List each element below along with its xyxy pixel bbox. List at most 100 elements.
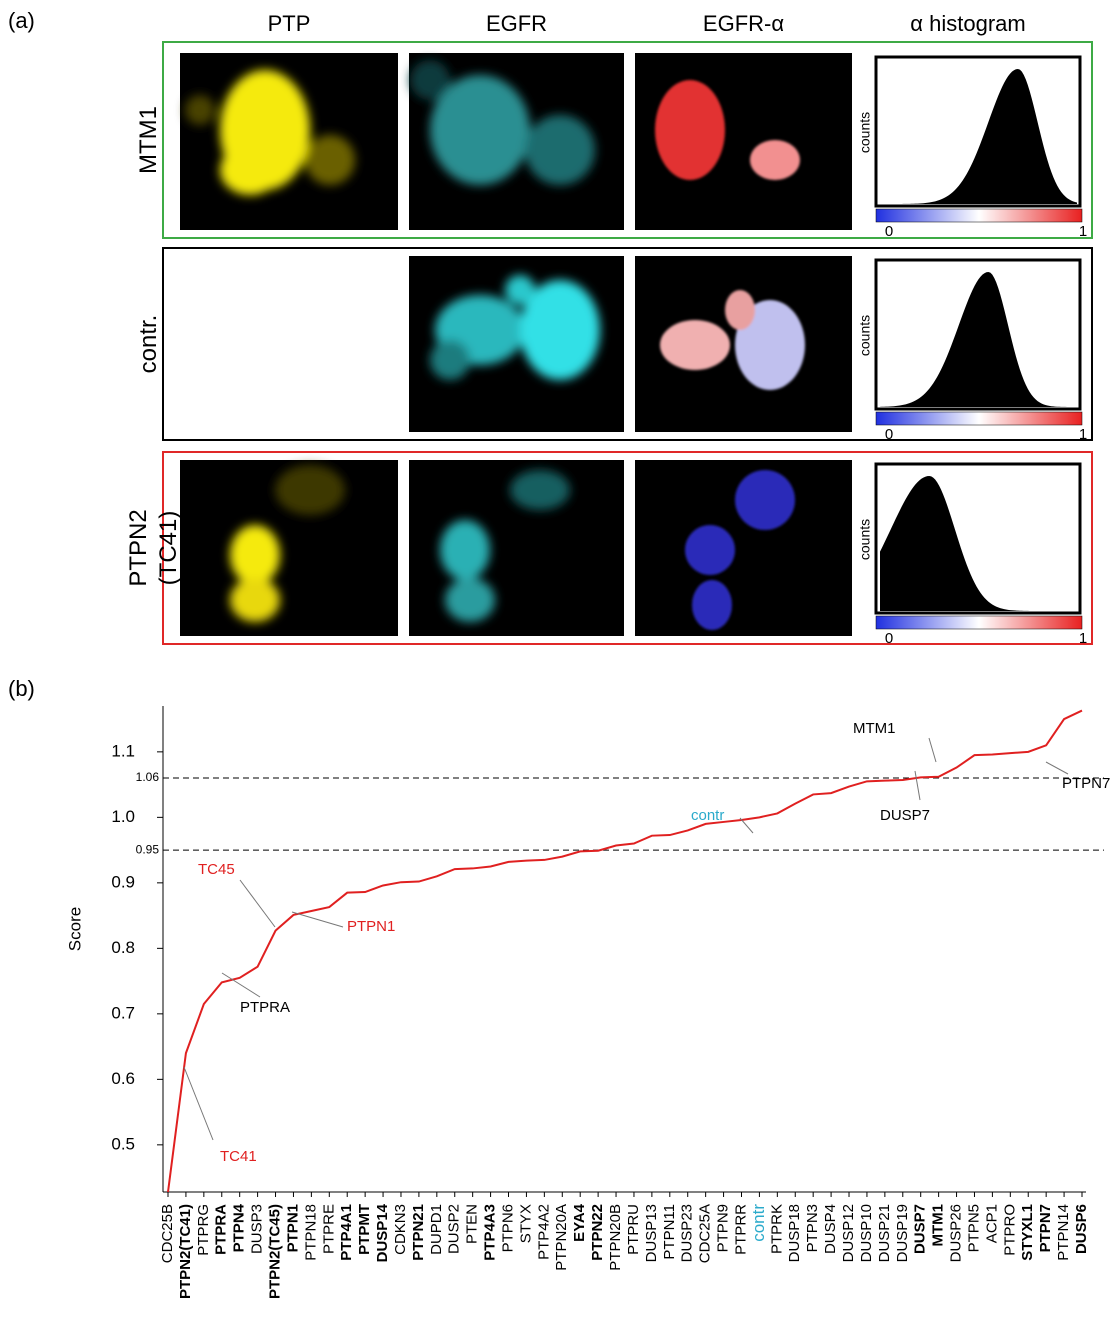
annotation: MTM1 — [853, 720, 896, 737]
x-tick-label: PTP4A3 — [482, 1204, 499, 1261]
cells — [655, 80, 800, 180]
x-tick-label: PTPRR — [732, 1204, 749, 1255]
cell — [520, 280, 600, 380]
cell — [230, 578, 280, 622]
x-tick-label: DUSP26 — [948, 1204, 965, 1262]
row-label-line: MTM1 — [135, 106, 162, 174]
x-tick-label: PTPN6 — [499, 1204, 516, 1252]
cell — [430, 75, 530, 185]
histogram-frame — [874, 55, 1082, 208]
x-tick-label: DUSP19 — [894, 1204, 911, 1262]
colorbar-tick-label: 0 — [885, 630, 893, 647]
colorbar-tick-label: 0 — [885, 426, 893, 443]
cell — [220, 145, 280, 195]
cell — [692, 580, 732, 630]
x-tick-label: STYXL1 — [1019, 1204, 1036, 1261]
x-tick-label: PTPRA — [213, 1204, 230, 1255]
x-tick-label: MTM1 — [930, 1204, 947, 1247]
x-tick-label: PTPN20B — [607, 1204, 624, 1271]
cells — [410, 60, 595, 185]
colorbar-tick-label: 1 — [1079, 630, 1087, 647]
x-tick-label: PTPN7 — [1037, 1204, 1054, 1252]
row-label: MTM1 — [135, 106, 162, 174]
panel-label: (a) — [8, 8, 35, 33]
x-tick-label: DUSP18 — [786, 1204, 803, 1262]
y-axis-label: Score — [65, 907, 84, 951]
annotation-leader — [239, 879, 276, 928]
histogram-frame — [874, 258, 1082, 411]
x-tick-label: CDC25B — [159, 1204, 176, 1263]
x-tick-label: CDKN3 — [392, 1204, 409, 1255]
x-tick-label: PTPN2(TC41) — [177, 1204, 194, 1299]
histogram-ylabel: counts — [857, 519, 873, 560]
x-tick-label: PTPN1 — [284, 1204, 301, 1252]
row-label-line: contr. — [135, 315, 162, 374]
x-tick-label: DUSP21 — [876, 1204, 893, 1262]
y-tick-label: 0.9 — [111, 872, 135, 891]
x-tick-label: CDC25A — [697, 1204, 714, 1263]
cells — [185, 70, 355, 195]
column-header: α histogram — [910, 11, 1025, 36]
histogram — [880, 476, 1077, 611]
x-tick-label: EYA4 — [571, 1203, 588, 1241]
cell — [660, 320, 730, 370]
x-tick-label: DUSP14 — [374, 1203, 391, 1262]
x-tick-label: PTPN22 — [589, 1204, 606, 1261]
x-tick-label: contr — [749, 1204, 768, 1242]
annotation: DUSP7 — [880, 807, 930, 824]
histogram — [880, 272, 1077, 407]
x-tick-label: ACP1 — [983, 1204, 1000, 1243]
x-tick-label: PTPN18 — [302, 1204, 319, 1261]
y-tick-label: 0.6 — [111, 1069, 135, 1088]
histogram-ylabel: counts — [857, 315, 873, 356]
y-tick-label: 0.7 — [111, 1003, 135, 1022]
column-header: PTP — [268, 11, 311, 36]
annotation: TC45 — [198, 861, 235, 878]
cell — [445, 578, 495, 622]
cell — [430, 340, 470, 380]
histogram-frame — [874, 462, 1082, 615]
row-frame — [162, 247, 1093, 441]
x-tick-label: DUSP2 — [446, 1204, 463, 1254]
colorbar-tick-label: 1 — [1079, 426, 1087, 443]
y-tick-label: 0.8 — [111, 938, 135, 957]
y-tick-label: 1.1 — [111, 741, 135, 760]
x-tick-label: PTPN11 — [661, 1204, 678, 1260]
x-tick-label: PTPN2(TC45) — [266, 1204, 283, 1299]
annotation: PTPRA — [240, 999, 290, 1016]
cells — [440, 470, 570, 622]
row-label: PTPN2 (TC41) — [125, 509, 182, 586]
x-tick-label: DUSP10 — [858, 1204, 875, 1262]
annotation: PTPN7 — [1062, 775, 1110, 792]
cell — [410, 60, 450, 100]
reference-label: 1.06 — [136, 770, 160, 784]
x-tick-label: DUSP6 — [1073, 1204, 1090, 1254]
x-tick-label: PTPRK — [768, 1204, 785, 1254]
cell — [725, 290, 755, 330]
x-tick-label: DUSP12 — [840, 1204, 857, 1262]
annotation-leader — [914, 770, 921, 801]
cells — [230, 465, 345, 622]
panel-label: (b) — [8, 676, 35, 701]
annotation: PTPN1 — [347, 918, 395, 935]
row-frame — [162, 41, 1093, 239]
x-tick-label: DUSP13 — [643, 1204, 660, 1262]
cell — [230, 525, 280, 585]
colorbar-tick-label: 1 — [1079, 223, 1087, 240]
cells — [660, 290, 805, 390]
x-tick-label: PTPN3 — [804, 1204, 821, 1252]
cell — [440, 520, 490, 580]
x-tick-label: PTPN4 — [231, 1203, 248, 1252]
column-header: EGFR-α — [703, 11, 784, 36]
x-tick-label: PTPN21 — [410, 1204, 427, 1261]
x-tick-label: PTPN14 — [1055, 1204, 1072, 1261]
x-tick-label: PTPRG — [195, 1204, 212, 1256]
row-label-line: PTPN2 — [125, 509, 152, 586]
row-label-line: (TC41) — [155, 511, 182, 586]
y-tick-label: 1.0 — [111, 807, 135, 826]
annotation-leader — [291, 911, 344, 928]
x-tick-label: DUSP7 — [912, 1204, 929, 1254]
score-line — [167, 709, 1083, 1193]
cell — [735, 300, 805, 390]
